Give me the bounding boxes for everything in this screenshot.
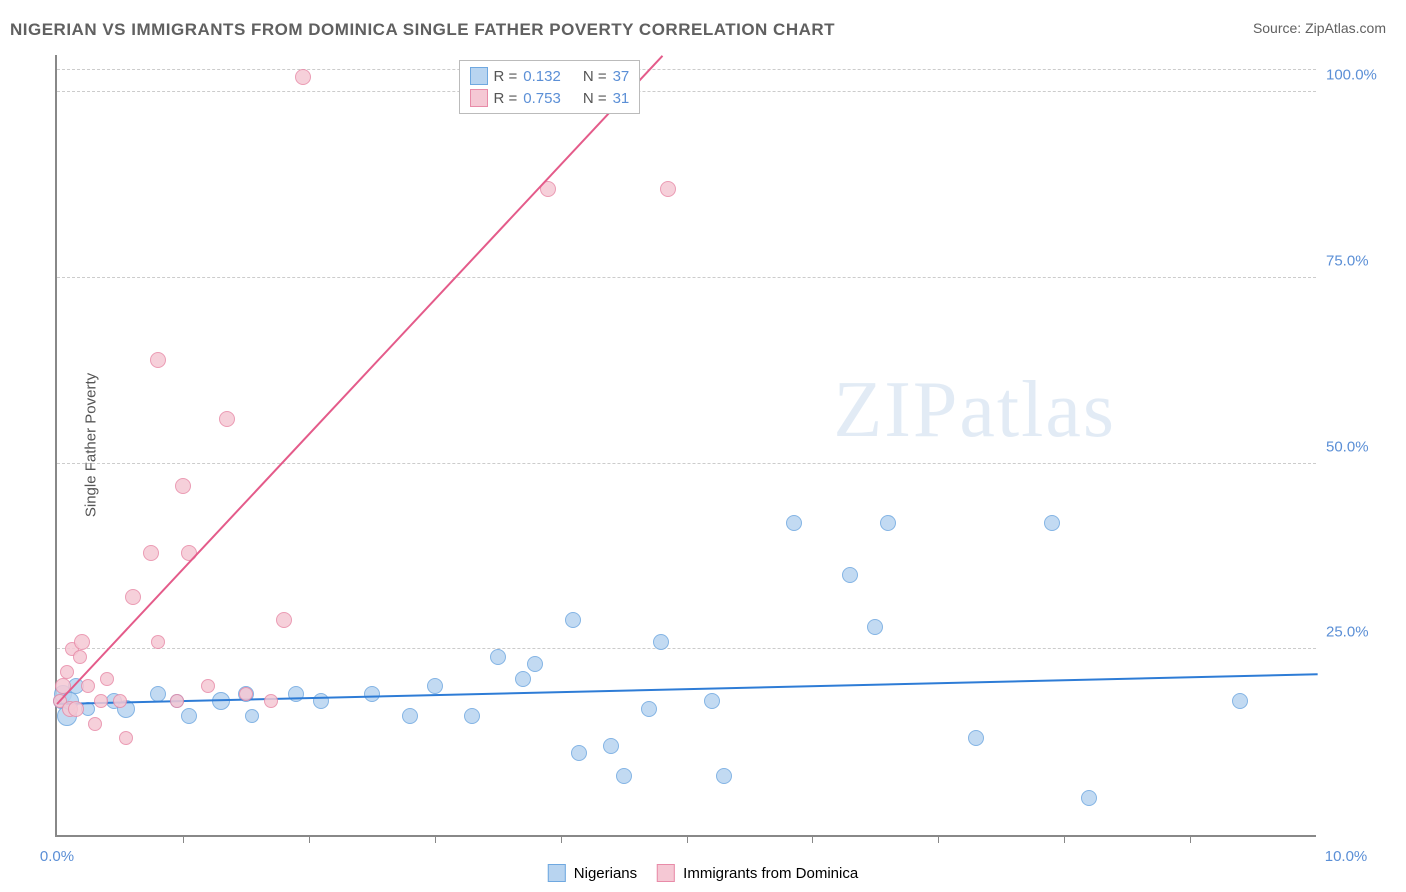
legend-stats-row: R = 0.132N = 37 [470,65,630,87]
legend-item-nigerians: Nigerians [548,864,637,882]
xtick-label: 0.0% [40,848,74,865]
data-point [527,656,543,672]
data-point [170,694,184,708]
data-point [81,679,95,693]
data-point [716,768,732,784]
data-point [201,679,215,693]
data-point [660,181,676,197]
xtick [183,835,184,843]
legend-item-dominica: Immigrants from Dominica [657,864,858,882]
gridline-h [57,648,1316,649]
data-point [151,635,165,649]
gridline-h [57,277,1316,278]
legend-bottom: Nigerians Immigrants from Dominica [548,864,858,882]
source-label: Source: ZipAtlas.com [1253,20,1386,36]
data-point [1232,693,1248,709]
xtick [687,835,688,843]
data-point [125,589,141,605]
xtick [435,835,436,843]
data-point [113,694,127,708]
data-point [571,745,587,761]
xtick [1190,835,1191,843]
data-point [1044,515,1060,531]
legend-stats-row: R = 0.753N = 31 [470,87,630,109]
swatch-icon [470,67,488,85]
xtick [309,835,310,843]
y-axis-label: Single Father Poverty [83,373,100,517]
data-point [100,672,114,686]
swatch-icon [657,864,675,882]
chart-container: NIGERIAN VS IMMIGRANTS FROM DOMINICA SIN… [0,0,1406,892]
ytick-label: 100.0% [1326,67,1386,84]
data-point [464,708,480,724]
plot-area: Single Father Poverty ZIPatlas 25.0%50.0… [55,55,1316,837]
xtick [812,835,813,843]
xtick [1064,835,1065,843]
xtick [561,835,562,843]
data-point [119,731,133,745]
data-point [402,708,418,724]
data-point [515,671,531,687]
data-point [264,694,278,708]
data-point [175,478,191,494]
data-point [88,717,102,731]
watermark: ZIPatlas [833,365,1116,456]
data-point [704,693,720,709]
data-point [364,686,380,702]
data-point [150,352,166,368]
data-point [150,686,166,702]
data-point [181,708,197,724]
ytick-label: 25.0% [1326,624,1386,641]
data-point [219,411,235,427]
data-point [181,545,197,561]
data-point [276,612,292,628]
data-point [786,515,802,531]
data-point [867,619,883,635]
data-point [239,687,253,701]
ytick-label: 50.0% [1326,438,1386,455]
trendline [56,55,663,704]
swatch-icon [470,89,488,107]
data-point [94,694,108,708]
data-point [68,701,84,717]
data-point [143,545,159,561]
gridline-h [57,91,1316,92]
gridline-h [57,69,1316,70]
data-point [1081,790,1097,806]
xtick-label: 10.0% [1325,848,1368,865]
data-point [245,709,259,723]
xtick [938,835,939,843]
data-point [74,634,90,650]
data-point [427,678,443,694]
data-point [565,612,581,628]
chart-title: NIGERIAN VS IMMIGRANTS FROM DOMINICA SIN… [10,20,835,40]
data-point [968,730,984,746]
data-point [60,665,74,679]
data-point [616,768,632,784]
data-point [653,634,669,650]
data-point [603,738,619,754]
data-point [490,649,506,665]
gridline-h [57,463,1316,464]
swatch-icon [548,864,566,882]
data-point [880,515,896,531]
ytick-label: 75.0% [1326,252,1386,269]
data-point [295,69,311,85]
legend-stats: R = 0.132N = 37R = 0.753N = 31 [459,60,641,114]
data-point [212,692,230,710]
data-point [842,567,858,583]
data-point [641,701,657,717]
data-point [73,650,87,664]
